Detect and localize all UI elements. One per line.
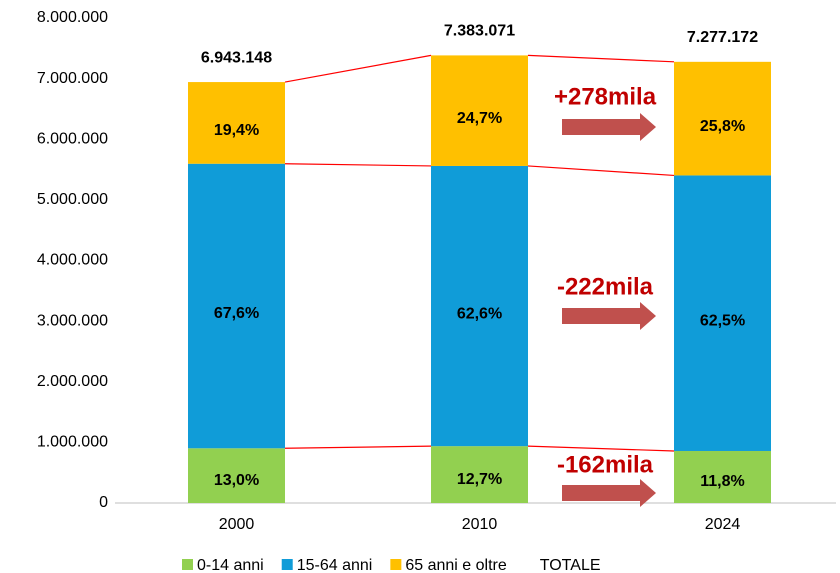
bar-segment — [431, 55, 528, 166]
x-tick-label: 2010 — [462, 516, 498, 533]
connector-line — [527, 445, 675, 452]
y-tick-label: 5.000.000 — [37, 191, 108, 208]
y-tick-label: 3.000.000 — [37, 312, 108, 329]
legend-swatch — [281, 559, 293, 570]
value-label: 62,5% — [700, 312, 745, 329]
x-tick-label: 2024 — [705, 516, 741, 533]
y-tick-label: 6.000.000 — [37, 130, 108, 147]
arrow — [562, 302, 656, 330]
annotation: -162mila — [557, 451, 654, 478]
bar-segment — [431, 446, 528, 503]
connector-line — [284, 54, 432, 83]
bar-segment — [674, 175, 771, 451]
total-label: 7.383.071 — [444, 23, 515, 40]
value-label: 11,8% — [700, 473, 744, 490]
value-label: 67,6% — [214, 305, 259, 322]
y-tick-label: 8.000.000 — [37, 9, 108, 26]
connector-line — [284, 445, 432, 449]
value-label: 62,6% — [457, 305, 502, 322]
total-label: 6.943.148 — [201, 49, 272, 66]
bar-segment — [674, 450, 771, 503]
connector-line — [284, 163, 432, 167]
bar-segment — [188, 448, 285, 503]
y-tick-label: 4.000.000 — [37, 252, 108, 269]
value-label: 24,7% — [457, 110, 502, 127]
arrow — [562, 479, 656, 507]
x-tick-label: 2000 — [219, 516, 255, 533]
y-tick-label: 1.000.000 — [37, 434, 108, 451]
y-tick-label: 7.000.000 — [37, 70, 108, 87]
connector-line — [527, 165, 675, 177]
value-label: 19,4% — [214, 122, 259, 139]
y-tick-label: 2.000.000 — [37, 373, 108, 390]
connector-line — [527, 54, 675, 63]
value-label: 12,7% — [457, 471, 502, 488]
legend-label: TOTALE — [540, 557, 601, 573]
legend-swatch — [182, 559, 193, 570]
legend-label: 15-64 anni — [297, 557, 373, 573]
total-label: 7.277.172 — [687, 29, 758, 46]
annotation: -222mila — [557, 273, 654, 300]
bar-segment — [674, 61, 771, 176]
value-label: 25,8% — [700, 118, 745, 135]
y-tick-label: 0 — [99, 494, 108, 511]
legend-swatch — [390, 559, 402, 570]
legend-label: 65 anni e oltre — [405, 557, 507, 573]
bar-segment — [188, 82, 285, 164]
bar-segment — [431, 165, 528, 447]
arrow — [562, 113, 656, 141]
value-label: 13,0% — [214, 472, 259, 489]
legend-label: 0-14 anni — [197, 557, 264, 573]
bar-segment — [188, 163, 285, 449]
annotation: +278mila — [554, 83, 657, 110]
